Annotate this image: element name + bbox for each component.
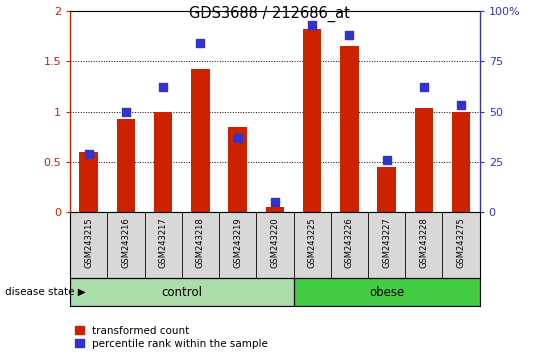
Text: GSM243218: GSM243218 (196, 218, 205, 268)
Point (345, 32, 354, 38)
Text: control: control (161, 286, 202, 298)
Bar (414, 108, 433, 212)
Bar (70, 278, 294, 306)
Text: GSM243228: GSM243228 (419, 218, 429, 268)
Point (122, 109, 130, 114)
Bar (229, 127, 247, 212)
Text: disease state ▶: disease state ▶ (5, 287, 86, 297)
Legend: transformed count, percentile rank within the sample: transformed count, percentile rank withi… (75, 326, 268, 349)
Text: GSM243216: GSM243216 (121, 218, 130, 268)
Text: GDS3688 / 212686_at: GDS3688 / 212686_at (189, 5, 350, 22)
Bar (340, 46, 358, 212)
Bar (377, 167, 396, 212)
Bar (294, 278, 480, 306)
Text: GSM243220: GSM243220 (271, 218, 279, 268)
Bar (452, 112, 471, 212)
Bar (303, 29, 321, 212)
Bar (154, 112, 172, 212)
Text: GSM243226: GSM243226 (345, 218, 354, 268)
Text: GSM243275: GSM243275 (457, 218, 466, 268)
Point (271, 200, 279, 205)
Point (233, 135, 242, 141)
Point (419, 85, 428, 90)
Bar (116, 119, 135, 212)
Bar (79, 152, 98, 212)
Point (196, 40, 205, 46)
Point (308, 22, 316, 28)
Text: obese: obese (369, 286, 404, 298)
Text: GSM243217: GSM243217 (158, 218, 168, 268)
Point (382, 157, 391, 163)
Text: GSM243219: GSM243219 (233, 218, 242, 268)
Bar (266, 207, 284, 212)
Text: GSM243225: GSM243225 (308, 218, 316, 268)
Text: GSM243227: GSM243227 (382, 218, 391, 268)
Bar (191, 69, 210, 212)
Text: GSM243215: GSM243215 (84, 218, 93, 268)
Point (457, 103, 465, 108)
Point (159, 85, 168, 90)
Point (85, 151, 93, 157)
